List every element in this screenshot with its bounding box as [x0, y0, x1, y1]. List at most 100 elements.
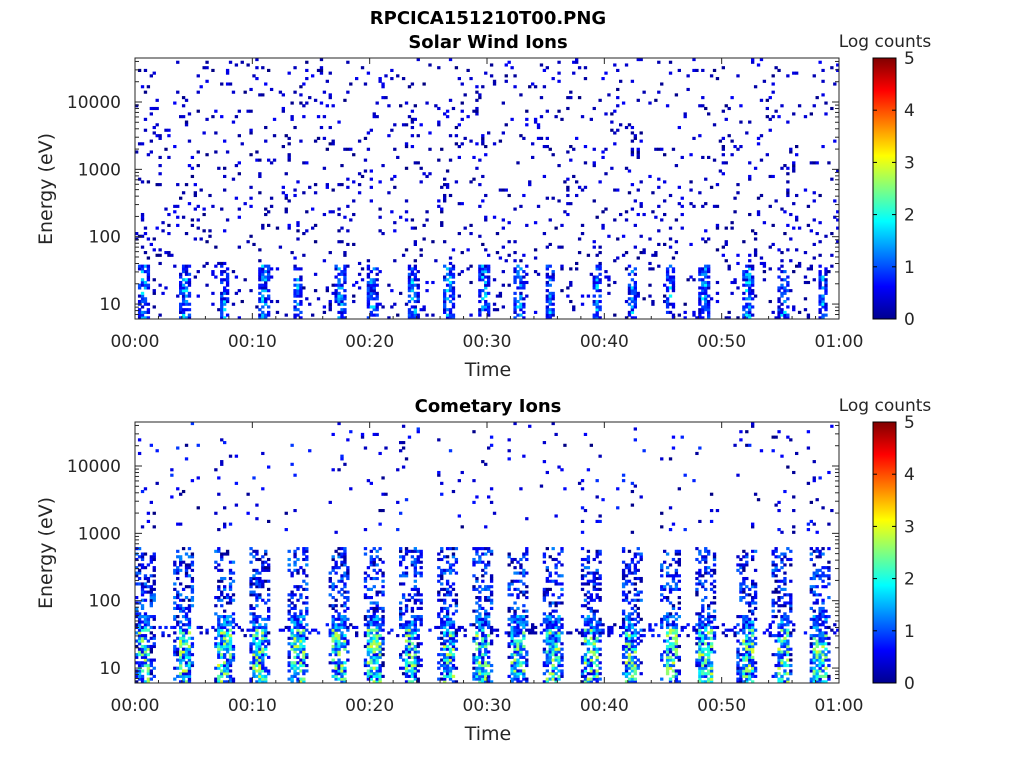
- heatmap-cell: [366, 661, 371, 665]
- heatmap-cell: [671, 302, 676, 306]
- heatmap-cell: [305, 547, 309, 551]
- heatmap-cell: [267, 593, 271, 597]
- heatmap-cell: [214, 628, 218, 632]
- heatmap-cell: [777, 115, 781, 119]
- heatmap-cell: [404, 625, 409, 630]
- heatmap-cell: [340, 579, 344, 583]
- heatmap-cell: [419, 552, 423, 556]
- heatmap-cell: [484, 193, 488, 198]
- heatmap-cell: [451, 653, 456, 657]
- heatmap-cell: [484, 609, 488, 613]
- heatmap-cell: [701, 270, 705, 274]
- heatmap-cell: [648, 261, 652, 266]
- heatmap-cell: [437, 661, 441, 665]
- heatmap-cell: [806, 313, 811, 317]
- heatmap-cell: [777, 289, 781, 293]
- heatmap-cell: [671, 278, 676, 282]
- heatmap-cell: [146, 585, 151, 589]
- heatmap-cell: [401, 557, 406, 562]
- heatmap-cell: [554, 623, 558, 627]
- heatmap-cell: [651, 634, 655, 638]
- heatmap-cell: [264, 560, 268, 564]
- heatmap-cell: [492, 278, 497, 282]
- heatmap-cell: [463, 93, 467, 97]
- heatmap-cell: [627, 283, 632, 287]
- heatmap-cell: [381, 609, 385, 613]
- heatmap-cell: [252, 669, 256, 673]
- heatmap-cell: [287, 655, 291, 659]
- heatmap-cell: [369, 658, 373, 662]
- heatmap-cell: [539, 115, 544, 119]
- heatmap-cell: [671, 289, 676, 293]
- heatmap-cell: [369, 655, 373, 659]
- heatmap-cell: [404, 549, 409, 553]
- heatmap-cell: [416, 658, 420, 662]
- heatmap-cell: [179, 598, 183, 602]
- heatmap-cell: [516, 642, 520, 646]
- heatmap-cell: [296, 294, 300, 298]
- heatmap-cell: [745, 131, 749, 135]
- heatmap-cell: [795, 215, 799, 219]
- heatmap-cell: [715, 291, 720, 295]
- heatmap-cell: [366, 280, 371, 285]
- heatmap-cell: [498, 294, 503, 298]
- heatmap-cell: [381, 628, 385, 632]
- heatmap-cell: [413, 620, 417, 624]
- heatmap-cell: [305, 60, 309, 64]
- heatmap-cell: [542, 590, 547, 594]
- heatmap-cell: [519, 663, 523, 668]
- heatmap-cell: [510, 579, 514, 583]
- heatmap-cell: [445, 579, 450, 583]
- heatmap-cell: [252, 653, 256, 657]
- heatmap-cell: [633, 484, 637, 488]
- heatmap-cell: [478, 663, 482, 668]
- heatmap-cell: [560, 593, 564, 597]
- heatmap-cell: [334, 674, 338, 678]
- heatmap-cell: [293, 473, 297, 477]
- heatmap-cell: [583, 557, 588, 562]
- heatmap-cell: [598, 305, 602, 309]
- heatmap-cell: [261, 582, 265, 586]
- heatmap-cell: [557, 636, 561, 640]
- heatmap-cell: [363, 634, 368, 638]
- heatmap-cell: [299, 658, 303, 662]
- heatmap-cell: [334, 283, 338, 287]
- heatmap-cell: [513, 653, 517, 657]
- heatmap-cell: [519, 655, 523, 659]
- heatmap-cell: [783, 278, 787, 282]
- heatmap-cell: [299, 615, 303, 619]
- heatmap-cell: [261, 305, 265, 309]
- heatmap-cell: [478, 204, 482, 208]
- heatmap-cell: [753, 251, 758, 255]
- heatmap-cell: [768, 245, 772, 249]
- heatmap-cell: [548, 571, 552, 575]
- heatmap-cell: [202, 66, 206, 70]
- heatmap-cell: [489, 642, 494, 646]
- heatmap-cell: [287, 625, 291, 630]
- heatmap-cell: [375, 674, 379, 678]
- heatmap-cell: [774, 199, 778, 203]
- heatmap-cell: [143, 615, 148, 619]
- heatmap-cell: [510, 66, 514, 70]
- heatmap-cell: [542, 596, 547, 600]
- heatmap-cell: [135, 674, 139, 678]
- heatmap-cell: [472, 653, 476, 657]
- heatmap-cell: [173, 571, 177, 575]
- heatmap-cell: [633, 316, 637, 319]
- heatmap-cell: [445, 606, 450, 610]
- heatmap-cell: [137, 631, 142, 635]
- heatmap-cell: [293, 193, 297, 198]
- heatmap-cell: [545, 264, 549, 268]
- heatmap-cell: [340, 272, 344, 276]
- heatmap-cell: [604, 275, 608, 279]
- heatmap-cell: [135, 644, 139, 649]
- heatmap-cell: [748, 272, 752, 276]
- heatmap-cell: [595, 299, 599, 304]
- heatmap-cell: [179, 568, 183, 572]
- heatmap-cell: [340, 308, 344, 312]
- heatmap-cell: [721, 136, 725, 140]
- heatmap-cell: [234, 63, 239, 67]
- heatmap-cell: [378, 568, 382, 572]
- heatmap-cell: [363, 623, 368, 627]
